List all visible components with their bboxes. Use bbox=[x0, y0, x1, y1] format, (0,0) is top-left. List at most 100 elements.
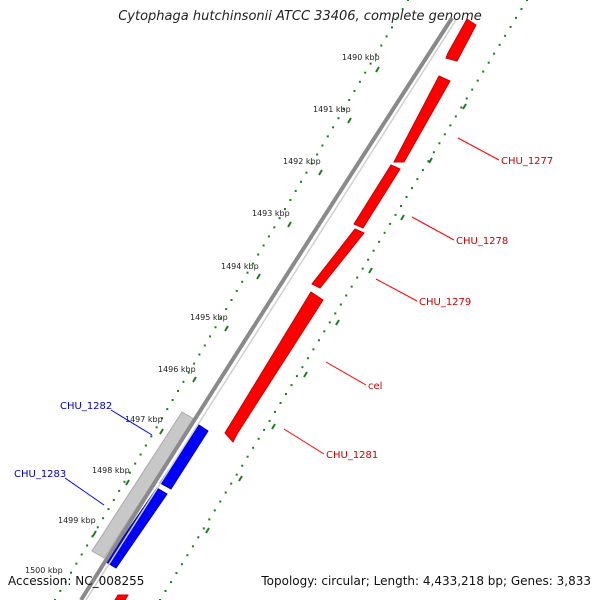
tick-dot bbox=[180, 563, 183, 566]
tick-dot bbox=[465, 97, 468, 100]
tick-dot bbox=[197, 536, 200, 539]
label-chu-1283[interactable]: CHU_1283 bbox=[14, 469, 66, 480]
tick-dot bbox=[230, 482, 233, 485]
tick-dot bbox=[401, 8, 404, 11]
tick-dot bbox=[421, 169, 424, 172]
tick-dot bbox=[177, 389, 179, 392]
tick-dot bbox=[187, 371, 190, 374]
gene-arrow-chu-1279[interactable] bbox=[311, 228, 365, 289]
tick-dot bbox=[416, 178, 419, 181]
ruler-label-1496: 1496 kbp bbox=[158, 365, 196, 374]
genome-summary-text: Topology: circular; Length: 4,433,218 bp… bbox=[261, 574, 591, 588]
tick-dot bbox=[317, 339, 320, 342]
gene-arrow-grey-feature[interactable] bbox=[91, 411, 195, 559]
tick-dot bbox=[310, 162, 313, 165]
tick-dot bbox=[367, 258, 370, 261]
label-chu-1281[interactable]: CHU_1281 bbox=[326, 450, 378, 461]
tick-dot bbox=[411, 187, 413, 190]
tick-dot bbox=[274, 410, 276, 413]
tick-dot bbox=[400, 205, 402, 207]
gene-arrow-chu-1283[interactable] bbox=[105, 487, 168, 569]
tick-dot bbox=[219, 500, 222, 503]
tick-dot bbox=[289, 199, 292, 201]
tick-dot bbox=[213, 509, 216, 512]
tick-dot bbox=[487, 61, 490, 64]
tick-dot bbox=[312, 348, 315, 351]
tick-dot bbox=[171, 399, 174, 401]
tick-dot bbox=[294, 189, 297, 192]
tick-dot bbox=[96, 526, 99, 529]
tick-dot bbox=[246, 271, 249, 274]
tick-dot bbox=[235, 473, 238, 476]
ruler-label-1497: 1497 kbp bbox=[125, 415, 163, 424]
tick-dot bbox=[526, 0, 528, 1]
tick-dot bbox=[301, 366, 304, 369]
tick-dot bbox=[214, 326, 217, 329]
gene-arrow-bottom-partial[interactable] bbox=[114, 594, 129, 600]
tick-dot bbox=[230, 299, 233, 301]
tick-dot bbox=[186, 554, 189, 557]
tick-dot bbox=[191, 545, 194, 548]
tick-dot bbox=[279, 402, 282, 404]
tick-dot bbox=[118, 489, 121, 492]
tick-dot bbox=[361, 267, 364, 270]
tick-dot bbox=[224, 491, 227, 494]
tick-dot bbox=[203, 344, 206, 347]
gene-arrows bbox=[91, 18, 477, 600]
label-chu-1282[interactable]: CHU_1282 bbox=[60, 401, 112, 412]
tick-dot bbox=[75, 562, 78, 565]
genome-backbone bbox=[79, 16, 457, 600]
tick-dot bbox=[91, 535, 94, 538]
tick-dot bbox=[305, 171, 308, 174]
ruler-major-ticks bbox=[92, 66, 467, 537]
tick-dot bbox=[350, 285, 353, 288]
tick-dot bbox=[482, 70, 485, 73]
tick-dot bbox=[150, 435, 153, 438]
tick-dot bbox=[263, 428, 266, 431]
tick-dot bbox=[321, 144, 324, 147]
tick-dot bbox=[161, 417, 163, 420]
tick-dot bbox=[139, 453, 142, 456]
label-chu-1278[interactable]: CHU_1278 bbox=[456, 236, 508, 247]
tick-dot bbox=[155, 426, 158, 429]
tick-dot bbox=[323, 330, 326, 333]
ruler-label-1490: 1490 kbp bbox=[342, 53, 380, 62]
tick-dot bbox=[394, 213, 397, 216]
tick-dot bbox=[306, 357, 309, 360]
tick-dot bbox=[337, 117, 340, 120]
tick-dot bbox=[316, 153, 319, 156]
tick-dot bbox=[257, 253, 260, 256]
label-chu-1277[interactable]: CHU_1277 bbox=[501, 156, 553, 167]
tick-dot bbox=[209, 335, 212, 338]
tick-dot bbox=[241, 280, 244, 283]
label-chu-1279[interactable]: CHU_1279 bbox=[419, 297, 471, 308]
label-cel[interactable]: cel bbox=[368, 381, 382, 392]
tick-dot bbox=[498, 43, 501, 46]
tick-dot bbox=[164, 590, 167, 592]
tick-dot bbox=[353, 89, 356, 92]
gene-arrow-partial-top[interactable] bbox=[445, 18, 477, 62]
tick-dot bbox=[107, 508, 110, 511]
gene-arrow-cel[interactable] bbox=[224, 291, 324, 443]
tick-dot bbox=[449, 124, 452, 127]
tick-dot bbox=[268, 419, 271, 422]
ruler-label-1491: 1491 kbp bbox=[313, 105, 351, 114]
gene-arrow-chu-1278[interactable] bbox=[353, 164, 401, 229]
tick-dot bbox=[112, 499, 115, 501]
tick-dot bbox=[202, 527, 205, 530]
tick-dot bbox=[198, 353, 201, 356]
tick-dot bbox=[70, 571, 72, 574]
tick-dot bbox=[374, 53, 377, 56]
ruler-label-1499: 1499 kbp bbox=[58, 516, 96, 525]
forward-gene-labels: CHU_1277 CHU_1278 CHU_1279 cel CHU_1281 bbox=[283, 137, 553, 461]
ruler-label-1498: 1498 kbp bbox=[92, 466, 130, 475]
tick-dot bbox=[285, 393, 287, 395]
tick-dot bbox=[396, 17, 399, 20]
tick-dot bbox=[267, 235, 270, 238]
tick-dot bbox=[432, 151, 435, 154]
ruler-label-1493: 1493 kbp bbox=[252, 209, 290, 218]
tick-dot bbox=[391, 26, 393, 29]
tick-dot bbox=[208, 518, 211, 521]
tick-dot bbox=[144, 444, 147, 447]
gene-arrow-chu-1277[interactable] bbox=[393, 75, 451, 163]
